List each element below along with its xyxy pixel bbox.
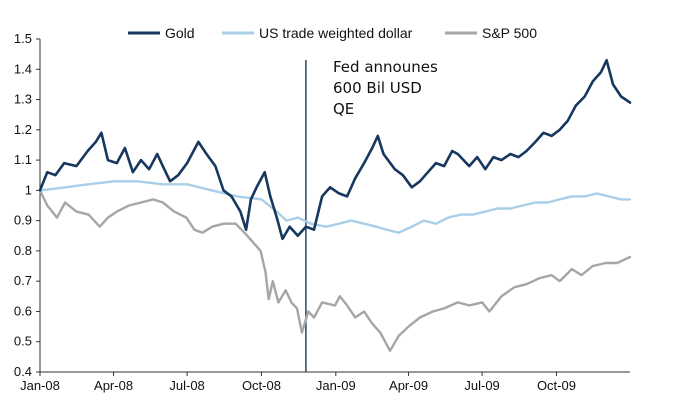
annotation-text: QE	[333, 100, 354, 118]
series-layer	[38, 58, 632, 352]
y-tick-label: 1.1	[14, 152, 32, 167]
x-tick-label: Apr-09	[389, 378, 428, 393]
y-tick-label: 1	[25, 182, 32, 197]
y-tick-label: 1.2	[14, 122, 32, 137]
series-sp500-line	[38, 189, 632, 352]
legend: Gold US trade weighted dollar S&P 500	[128, 25, 537, 41]
y-tick-label: 1.3	[14, 92, 32, 107]
axes: 1.5 1.4 1.3 1.2 1.1 1 0.9 0.8 0.7 0.6 0.5 0.4Jan-08…	[14, 31, 630, 393]
y-tick-label: 0.9	[14, 213, 32, 228]
legend-item-us-dollar-label: US trade weighted dollar	[259, 25, 413, 41]
annotation-text: 600 Bil USD	[333, 79, 422, 97]
x-tick-label: Jan-08	[20, 378, 60, 393]
series-us-dollar-line	[38, 180, 632, 234]
y-tick-label: 0.8	[14, 243, 32, 258]
series-gold-line	[38, 58, 632, 241]
legend-item-sp500-label: S&P 500	[482, 25, 537, 41]
y-tick-label: 0.5	[14, 334, 32, 349]
y-tick-label: 1.4	[14, 61, 32, 76]
x-tick-label: Oct-08	[242, 378, 281, 393]
x-tick-label: Jul-09	[464, 378, 499, 393]
y-tick-label: 0.7	[14, 273, 32, 288]
x-tick-label: Oct-09	[537, 378, 576, 393]
x-tick-label: Apr-08	[94, 378, 133, 393]
x-tick-label: Jul-08	[169, 378, 204, 393]
y-tick-label: 1.5	[14, 31, 32, 46]
y-tick-label: 0.4	[14, 364, 32, 379]
legend-item-gold-label: Gold	[165, 25, 195, 41]
y-tick-label: 0.6	[14, 303, 32, 318]
x-tick-label: Jan-09	[316, 378, 356, 393]
annotation-text: Fed announes	[333, 58, 438, 76]
